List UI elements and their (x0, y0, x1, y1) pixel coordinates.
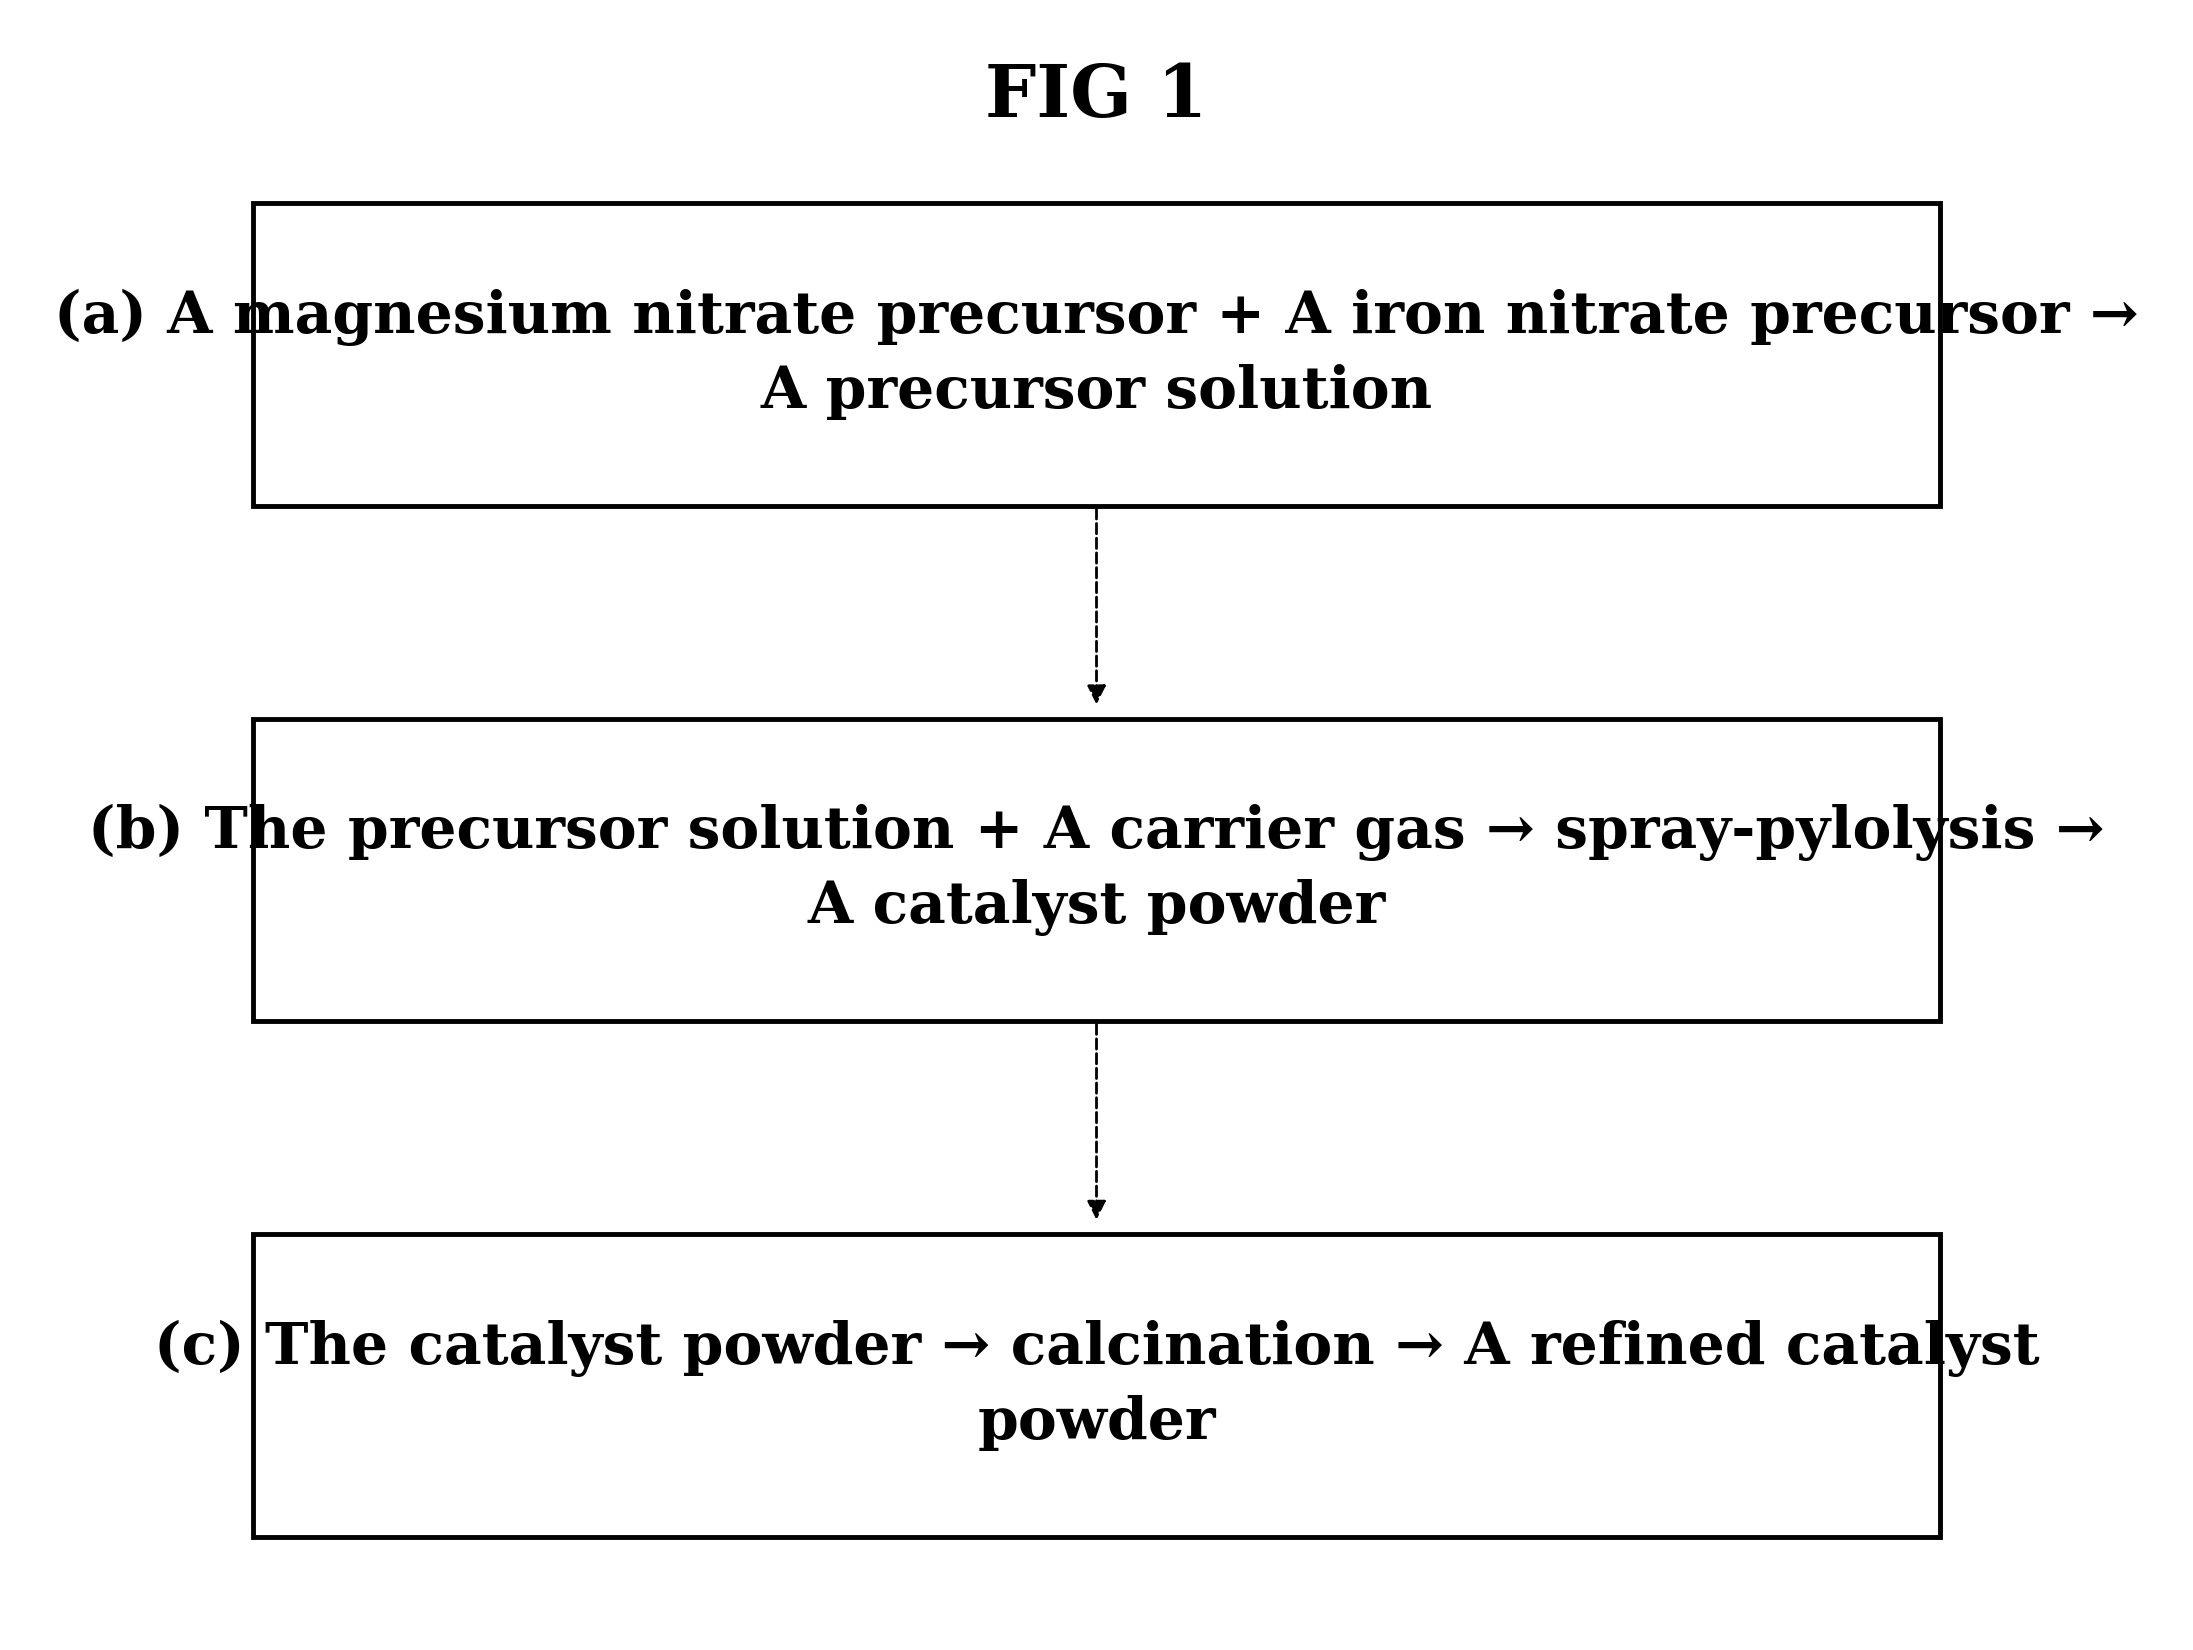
Text: (c) The catalyst powder → calcination → A refined catalyst
powder: (c) The catalyst powder → calcination → … (154, 1320, 2039, 1450)
FancyBboxPatch shape (254, 1234, 1939, 1536)
Text: (a) A magnesium nitrate precursor + A iron nitrate precursor →
A precursor solut: (a) A magnesium nitrate precursor + A ir… (55, 289, 2138, 421)
FancyBboxPatch shape (254, 719, 1939, 1021)
Text: (b) The precursor solution + A carrier gas → spray-pylolysis →
A catalyst powder: (b) The precursor solution + A carrier g… (88, 804, 2105, 936)
Text: FIG 1: FIG 1 (985, 61, 1208, 132)
FancyBboxPatch shape (254, 203, 1939, 507)
